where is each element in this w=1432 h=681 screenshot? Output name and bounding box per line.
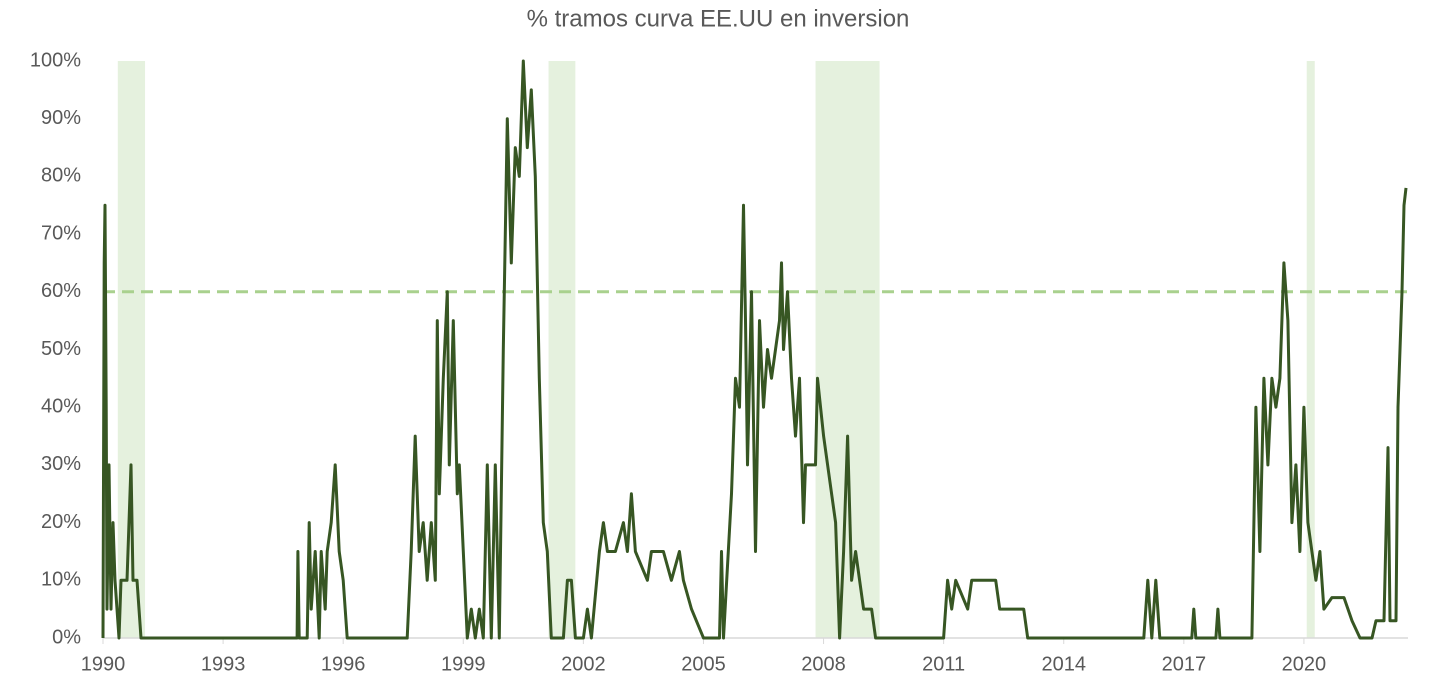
y-tick-label: 100%: [30, 49, 81, 71]
y-tick-label: 90%: [41, 107, 81, 129]
x-tick-label: 2002: [561, 653, 606, 675]
x-tick-label: 2020: [1282, 653, 1327, 675]
x-tick-label: 2005: [681, 653, 726, 675]
recession-band: [548, 61, 576, 638]
x-tick-label: 1990: [81, 653, 126, 675]
y-tick-label: 50%: [41, 338, 81, 360]
chart-title: % tramos curva EE.UU en inversion: [527, 5, 910, 32]
x-tick-label: 1993: [201, 653, 246, 675]
y-tick-label: 20%: [41, 511, 81, 533]
recession-band: [815, 61, 880, 638]
y-tick-label: 30%: [41, 453, 81, 475]
y-tick-label: 60%: [41, 280, 81, 302]
y-tick-label: 80%: [41, 165, 81, 187]
x-tick-label: 1996: [321, 653, 366, 675]
y-tick-label: 10%: [41, 569, 81, 591]
x-tick-label: 2008: [801, 653, 846, 675]
y-tick-label: 70%: [41, 222, 81, 244]
y-tick-label: 0%: [52, 626, 81, 648]
recession-band: [1306, 61, 1315, 638]
x-tick-label: 2014: [1041, 653, 1086, 675]
x-tick-label: 2017: [1162, 653, 1207, 675]
y-tick-label: 40%: [41, 395, 81, 417]
x-tick-label: 2011: [922, 653, 965, 675]
x-tick-label: 1999: [441, 653, 486, 675]
data-line: [101, 59, 1408, 640]
